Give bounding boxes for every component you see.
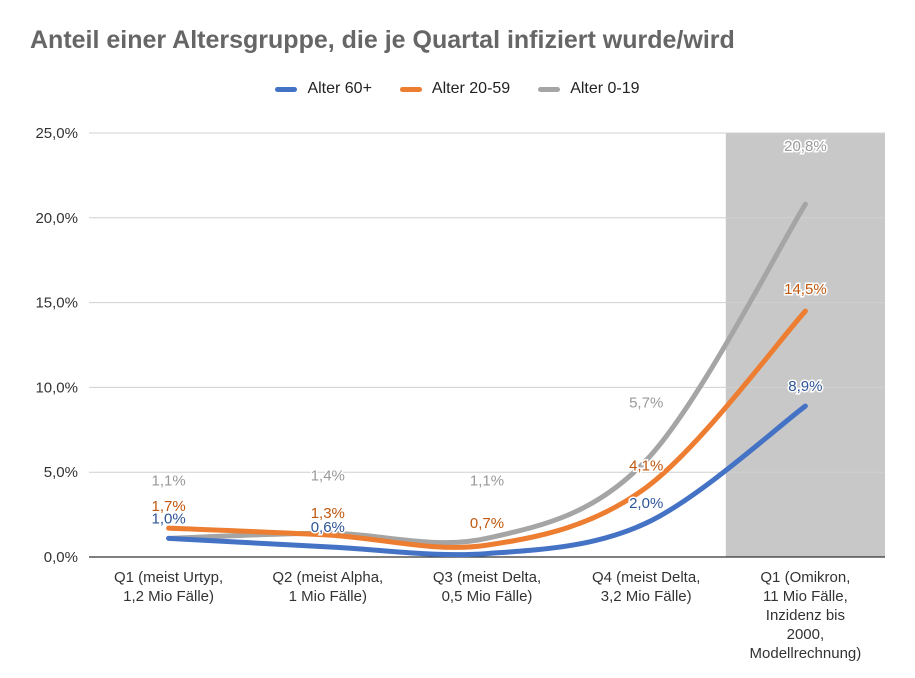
legend-swatch <box>538 86 561 92</box>
legend-swatch <box>275 86 298 92</box>
legend-item: Alter 60+ <box>275 80 372 98</box>
data-label: 0,6% <box>311 519 345 536</box>
y-tick-label: 10,0% <box>35 379 78 396</box>
legend-label: Alter 20-59 <box>431 80 511 97</box>
highlight-band <box>725 133 885 557</box>
x-tick-label: Q3 (meist Delta, 0,5 Mio Fälle) <box>433 569 541 605</box>
data-label: 2,0% <box>629 495 663 512</box>
data-label: 14,5% <box>784 281 827 298</box>
data-label: 1,3% <box>311 505 345 522</box>
data-label: 20,8% <box>784 138 827 155</box>
chart-title: Anteil einer Altersgruppe, die je Quarta… <box>30 26 735 54</box>
y-tick-label: 5,0% <box>44 464 78 481</box>
y-tick-label: 0,0% <box>44 549 78 566</box>
x-tick-label: Q1 (Omikron, 11 Mio Fälle, Inzidenz bis 200… <box>750 569 862 662</box>
x-tick-label: Q1 (meist Urtyp, 1,2 Mio Fälle) <box>114 569 223 605</box>
data-label: 4,1% <box>629 457 663 474</box>
series-line <box>166 201 808 546</box>
data-label: 5,7% <box>629 394 663 411</box>
legend-item: Alter 20-59 <box>399 80 511 98</box>
data-label: 1,0% <box>151 510 185 527</box>
legend-label: Alter 60+ <box>307 80 372 97</box>
legend-item: Alter 0-19 <box>538 80 640 98</box>
data-label: 1,7% <box>151 498 185 515</box>
legend-swatch <box>399 86 422 92</box>
y-tick-label: 25,0% <box>35 125 78 142</box>
y-tick-label: 20,0% <box>35 210 78 227</box>
data-label: 8,9% <box>788 378 822 395</box>
data-label: 0,7% <box>470 515 504 532</box>
data-label: 1,4% <box>311 467 345 484</box>
series-line <box>166 308 808 550</box>
series-line <box>166 403 808 558</box>
data-label: 1,1% <box>470 472 504 489</box>
x-tick-label: Q4 (meist Delta, 3,2 Mio Fälle) <box>592 569 700 605</box>
y-tick-label: 15,0% <box>35 295 78 312</box>
legend-label: Alter 0-19 <box>570 80 640 97</box>
data-label: 1,1% <box>151 472 185 489</box>
x-tick-label: Q2 (meist Alpha, 1 Mio Fälle) <box>272 569 383 605</box>
legend: Alter 60+ Alter 20-59 Alter 0-19 <box>0 80 915 98</box>
